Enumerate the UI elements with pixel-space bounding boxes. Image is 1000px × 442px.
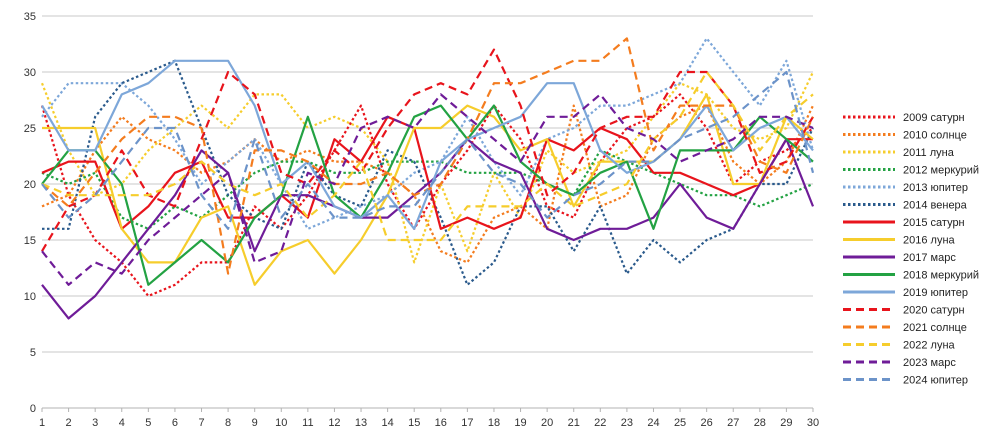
legend-label: 2023 марс bbox=[903, 357, 956, 369]
y-tick-label: 15 bbox=[24, 235, 36, 247]
legend: 2009 сатурн 2010 солнце 2011 луна 2012 мерк… bbox=[843, 112, 979, 387]
x-tick-label: 7 bbox=[198, 417, 204, 429]
x-tick-label: 20 bbox=[541, 417, 553, 429]
series-line-4 bbox=[41, 149, 814, 230]
series-lines bbox=[40, 37, 815, 320]
series-line-14 bbox=[41, 70, 814, 242]
series-line-2 bbox=[41, 104, 814, 264]
x-tick-label: 11 bbox=[302, 417, 313, 429]
x-tick-label: 27 bbox=[727, 417, 739, 429]
y-axis-tick-labels: 0 5 10 15 20 25 30 35 bbox=[24, 11, 36, 415]
series-line-3 bbox=[40, 71, 814, 264]
x-tick-label: 1 bbox=[39, 417, 45, 429]
legend-label: 2011 луна bbox=[903, 147, 955, 159]
y-tick-label: 0 bbox=[30, 403, 36, 415]
legend-label: 2012 меркурий bbox=[903, 165, 979, 177]
legend-label: 2015 сатурн bbox=[903, 217, 965, 229]
x-tick-label: 14 bbox=[381, 417, 393, 429]
x-tick-label: 15 bbox=[408, 417, 420, 429]
x-tick-label: 12 bbox=[328, 417, 340, 429]
x-tick-label: 22 bbox=[594, 417, 606, 429]
legend-label: 2018 меркурий bbox=[903, 270, 979, 282]
series-line-13 bbox=[41, 37, 814, 275]
x-axis-tick-labels: 1 2 3 4 5 6 7 8 9 10 11 12 13 14 15 16 17 18 19 20 21 22 23 24 2… bbox=[39, 408, 819, 429]
x-tick-label: 2 bbox=[66, 417, 72, 429]
y-tick-label: 30 bbox=[24, 67, 36, 79]
x-tick-label: 26 bbox=[701, 417, 713, 429]
series-line-7 bbox=[41, 115, 813, 230]
series-line-8 bbox=[42, 93, 814, 286]
x-tick-label: 16 bbox=[435, 417, 447, 429]
legend-label: 2020 сатурн bbox=[903, 305, 965, 317]
y-tick-label: 35 bbox=[24, 11, 36, 23]
y-tick-label: 10 bbox=[24, 291, 36, 303]
series-line-16 bbox=[41, 70, 815, 230]
legend-label: 2013 юпитер bbox=[903, 182, 968, 194]
legend-label: 2009 сатурн bbox=[903, 112, 965, 124]
x-tick-label: 29 bbox=[780, 417, 792, 429]
legend-label: 2016 луна bbox=[903, 235, 956, 247]
y-tick-label: 25 bbox=[24, 123, 36, 135]
x-tick-label: 17 bbox=[461, 417, 473, 429]
legend-label: 2017 марс bbox=[903, 252, 956, 264]
legend-label: 2019 юпитер bbox=[903, 287, 968, 299]
series-line-12 bbox=[41, 48, 814, 252]
series-line-6 bbox=[42, 59, 814, 286]
series-line-15 bbox=[41, 93, 814, 286]
x-tick-label: 5 bbox=[145, 417, 151, 429]
legend-label: 2021 солнце bbox=[903, 322, 967, 334]
series-line-5 bbox=[41, 37, 815, 230]
legend-label: 2010 солнце bbox=[903, 130, 967, 142]
x-tick-label: 3 bbox=[92, 417, 98, 429]
legend-label: 2024 юпитер bbox=[903, 375, 968, 387]
x-tick-label: 30 bbox=[807, 417, 819, 429]
x-tick-label: 21 bbox=[568, 417, 580, 429]
y-tick-label: 5 bbox=[30, 347, 36, 359]
x-tick-label: 6 bbox=[172, 417, 178, 429]
series-line-1 bbox=[40, 93, 814, 298]
x-tick-label: 4 bbox=[119, 417, 125, 429]
x-tick-label: 23 bbox=[621, 417, 633, 429]
x-tick-label: 28 bbox=[754, 417, 766, 429]
series-line-9 bbox=[41, 138, 815, 320]
x-tick-label: 10 bbox=[275, 417, 287, 429]
x-tick-label: 18 bbox=[488, 417, 500, 429]
x-tick-label: 8 bbox=[225, 417, 231, 429]
x-tick-label: 24 bbox=[647, 417, 659, 429]
x-tick-label: 9 bbox=[252, 417, 258, 429]
x-tick-label: 25 bbox=[674, 417, 686, 429]
x-tick-label: 19 bbox=[514, 417, 526, 429]
y-tick-label: 20 bbox=[24, 179, 36, 191]
legend-label: 2014 венера bbox=[903, 200, 968, 212]
legend-label: 2022 луна bbox=[903, 340, 956, 352]
series-line-11 bbox=[41, 59, 814, 230]
x-tick-label: 13 bbox=[355, 417, 367, 429]
